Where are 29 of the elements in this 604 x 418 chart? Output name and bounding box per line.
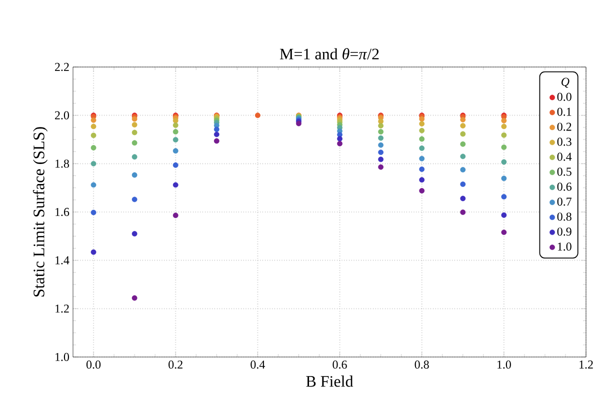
legend-label: 0.8 bbox=[557, 212, 572, 221]
chart-title: M=1 and θ=π/2 bbox=[280, 48, 379, 60]
legend-label: 0.3 bbox=[557, 138, 572, 146]
legend-label: 0.6 bbox=[557, 182, 572, 191]
x-tick-label: 1.2 bbox=[580, 360, 593, 369]
legend-title: Q bbox=[562, 78, 570, 88]
legend-label: 0.7 bbox=[557, 198, 572, 206]
legend-label: 0.4 bbox=[557, 152, 572, 161]
y-tick-label: 2.2 bbox=[55, 62, 69, 72]
x-tick-label: 1.0 bbox=[497, 360, 511, 369]
x-tick-label: 0.0 bbox=[86, 360, 101, 369]
legend-label: 0.1 bbox=[557, 108, 572, 116]
x-axis-title: B Field bbox=[306, 376, 354, 387]
y-tick-label: 1.8 bbox=[56, 160, 70, 168]
y-tick-label: 1.2 bbox=[56, 304, 69, 313]
legend-label: 0.2 bbox=[557, 122, 572, 131]
x-tick-label: 0.6 bbox=[332, 360, 347, 369]
legend-label: 1.0 bbox=[558, 242, 572, 251]
x-tick-label: 0.8 bbox=[414, 360, 429, 369]
y-axis-title: Static Limit Surface (SLS) bbox=[32, 127, 48, 296]
legend-label: 0.0 bbox=[557, 92, 572, 101]
legend-label: 0.9 bbox=[557, 228, 572, 236]
y-tick-label: 1.4 bbox=[56, 256, 70, 264]
y-tick-label: 1.6 bbox=[56, 208, 70, 216]
x-tick-label: 0.2 bbox=[168, 360, 182, 369]
y-tick-label: 2.0 bbox=[55, 111, 70, 120]
legend-label: 0.5 bbox=[557, 168, 572, 176]
x-tick-label: 0.4 bbox=[250, 360, 266, 369]
y-tick-label: 1.0 bbox=[56, 352, 70, 362]
